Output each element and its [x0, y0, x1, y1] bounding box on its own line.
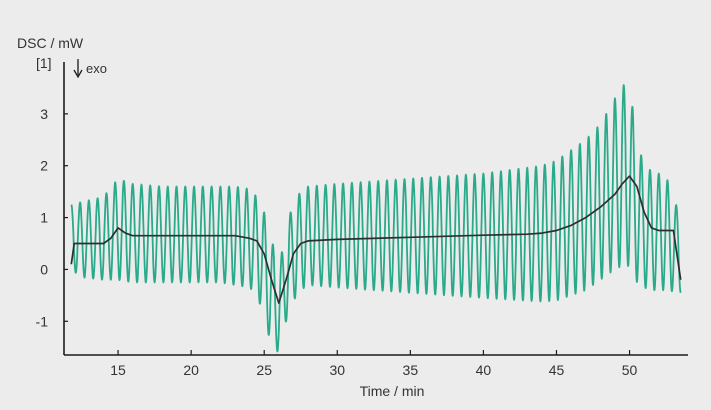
y-tick-label: 0 — [40, 261, 48, 277]
x-tick-label: 45 — [549, 362, 565, 378]
modulated-signal-group — [70, 84, 682, 353]
series-modulated-line — [70, 84, 682, 353]
x-tick-label: 40 — [476, 362, 492, 378]
y-tick-label: 1 — [40, 210, 48, 226]
y-tick-label: 2 — [40, 158, 48, 174]
x-tick-label: 30 — [329, 362, 345, 378]
x-axis-ticks: 15 20 25 30 35 40 45 50 — [110, 350, 638, 378]
x-tick-label: 25 — [256, 362, 272, 378]
x-axis-title: Time / min — [360, 383, 425, 399]
x-tick-label: 15 — [110, 362, 126, 378]
y-tick-label: -1 — [36, 313, 49, 329]
exo-arrow-icon — [73, 59, 83, 79]
y-axis-ticks: -1 0 1 2 3 — [36, 106, 68, 329]
series-average-line — [70, 175, 682, 304]
y-tick-label: 3 — [40, 106, 48, 122]
y-axis-unit: [1] — [36, 55, 52, 71]
x-tick-label: 50 — [622, 362, 638, 378]
x-tick-label: 35 — [403, 362, 419, 378]
x-tick-label: 20 — [183, 362, 199, 378]
exo-label: exo — [86, 61, 107, 76]
average-signal-group — [70, 175, 682, 304]
y-axis-title: DSC / mW — [17, 35, 84, 51]
